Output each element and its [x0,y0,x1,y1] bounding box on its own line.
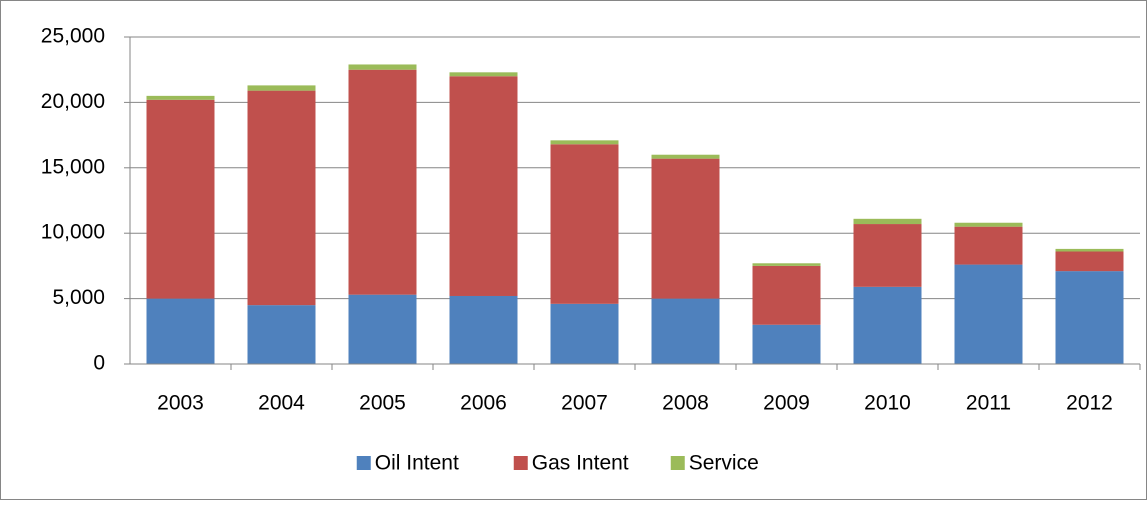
y-tick-label: 10,000 [41,221,105,244]
bar-segment [853,286,922,364]
bar-segment [752,265,821,325]
legend-label: Oil Intent [375,452,459,475]
x-tick-label: 2010 [864,392,911,415]
bar-segment [651,158,720,299]
bar-segment [651,154,720,159]
x-tick-label: 2011 [966,392,1011,415]
bar-segment [146,298,215,364]
bar-segment [752,263,821,266]
bar-segment [954,222,1023,227]
bar-segment [146,99,215,299]
bar-segment [550,144,619,304]
bar-segment [449,76,518,296]
legend-label: Service [689,452,759,475]
x-tick-label: 2003 [157,392,204,415]
x-tick-label: 2004 [258,392,305,415]
bar-segment [348,294,417,364]
bar-segment [853,224,922,287]
x-tick-label: 2006 [460,392,507,415]
y-tick-label: 5,000 [52,286,105,309]
legend-swatch [513,456,528,470]
bar-segment [247,85,316,91]
legend-swatch [670,456,685,470]
x-tick-label: 2007 [561,392,608,415]
bar-segment [1055,251,1124,272]
x-tick-label: 2008 [662,392,709,415]
bar-segment [348,69,417,295]
bar-segment [853,218,922,225]
bar-segment [247,90,316,306]
x-tick-label: 2005 [359,392,406,415]
bar-segment [348,64,417,70]
bar-segment [651,298,720,364]
y-tick-label: 20,000 [41,90,105,113]
bar-segment [247,305,316,364]
bar-segment [146,95,215,100]
bar-segment [449,295,518,364]
y-tick-label: 25,000 [41,25,105,48]
x-tick-label: 2012 [1066,392,1113,415]
bar-segment [752,324,821,364]
y-tick-label: 15,000 [41,155,105,178]
bar-segment [1055,248,1124,252]
bar-segment [954,226,1023,265]
bar-segment [954,264,1023,364]
x-tick-label: 2009 [763,392,810,415]
bar-segment [449,72,518,77]
y-tick-label: 0 [93,352,105,375]
bar-segment [550,303,619,364]
legend-swatch [356,456,371,470]
bar-segment [550,140,619,145]
legend-label: Gas Intent [532,452,629,475]
bar-segment [1055,271,1124,364]
